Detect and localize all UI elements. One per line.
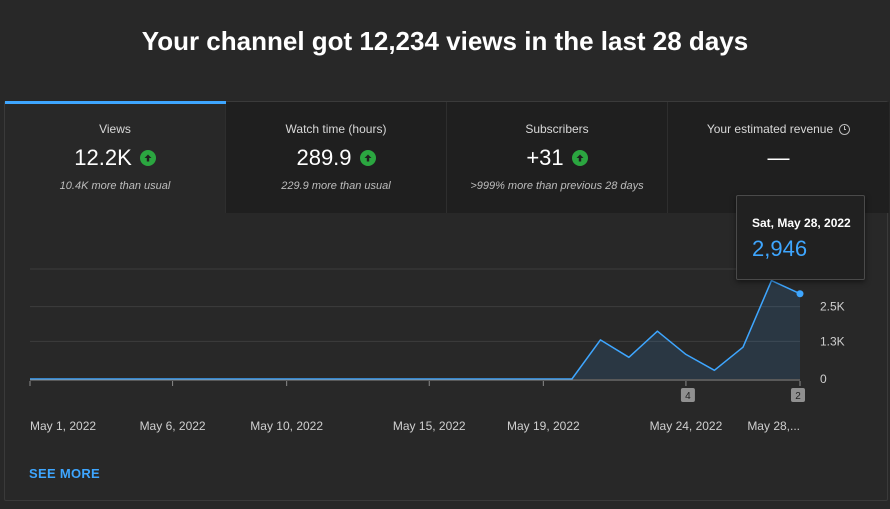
tab-subscribers-value-row: +31 [447,145,667,171]
x-tick-label: May 15, 2022 [393,419,466,433]
x-tick-label: May 28,... [747,419,800,433]
tab-subscribers-value: +31 [526,145,564,170]
tab-views-value-row: 12.2K [5,145,225,171]
tab-views-comparison: 10.4K more than usual [59,180,171,192]
tab-revenue-label: Your estimated revenue [706,122,834,136]
tab-subscribers-comparison: >999% more than previous 28 days [470,180,644,192]
tooltip-value: 2,946 [752,236,808,261]
upload-marker-label: 2 [795,391,801,402]
views-area [30,280,800,379]
tooltip-date: Sat, May 28, 2022 [752,216,851,230]
tab-revenue-label-row: Your estimated revenue [668,122,889,136]
arrow-up-icon [139,150,156,166]
views-chart: 0 1.3K 2.5K May 1, 2022 May 6, 2022 May 10, 2… [29,268,845,433]
x-tick-label: May 1, 2022 [30,419,96,433]
x-tick-label: May 6, 2022 [140,419,206,433]
tab-revenue[interactable]: Your estimated revenue — [668,102,889,213]
page-headline: Your channel got 12,234 views in the las… [141,26,749,56]
tab-views-value: 12.2K [74,145,132,170]
tab-views[interactable]: Views 12.2K 10.4K more than usual [5,101,226,213]
x-tick-label: May 10, 2022 [250,419,323,433]
clock-icon [839,124,851,135]
x-tick-label: May 19, 2022 [507,419,580,433]
upload-marker-label: 4 [685,391,691,402]
tab-revenue-value: — [767,145,790,170]
arrow-up-icon [571,150,588,166]
upload-marker [680,388,695,402]
tab-watch-time-comparison: 229.9 more than usual [281,180,391,192]
tab-views-label: Views [99,122,131,136]
upload-marker [791,388,805,402]
tab-watch-time-value: 289.9 [296,145,352,170]
tab-watch-time[interactable]: Watch time (hours) 289.9 229.9 more than… [226,102,447,213]
tab-watch-time-value-row: 289.9 [226,145,446,171]
y-tick-label: 2.5K [820,300,845,314]
metric-tabs: Views 12.2K 10.4K more than usual Watch … [5,101,889,213]
x-tick-label: May 24, 2022 [650,419,723,433]
see-more-link[interactable]: SEE MORE [29,466,101,481]
chart-tooltip: Sat, May 28, 2022 2,946 [736,195,865,280]
analytics-card: Views 12.2K 10.4K more than usual Watch … [4,101,889,501]
highlight-point [796,290,804,298]
tab-subscribers[interactable]: Subscribers +31 >999% more than previous… [447,102,668,213]
tab-revenue-value-row: — [668,145,889,171]
y-tick-label: 1.3K [820,334,845,348]
views-line [30,279,801,380]
tab-watch-time-label: Watch time (hours) [285,122,387,136]
arrow-up-icon [359,150,376,166]
tab-subscribers-label: Subscribers [525,122,589,136]
y-tick-label: 0 [820,372,827,386]
